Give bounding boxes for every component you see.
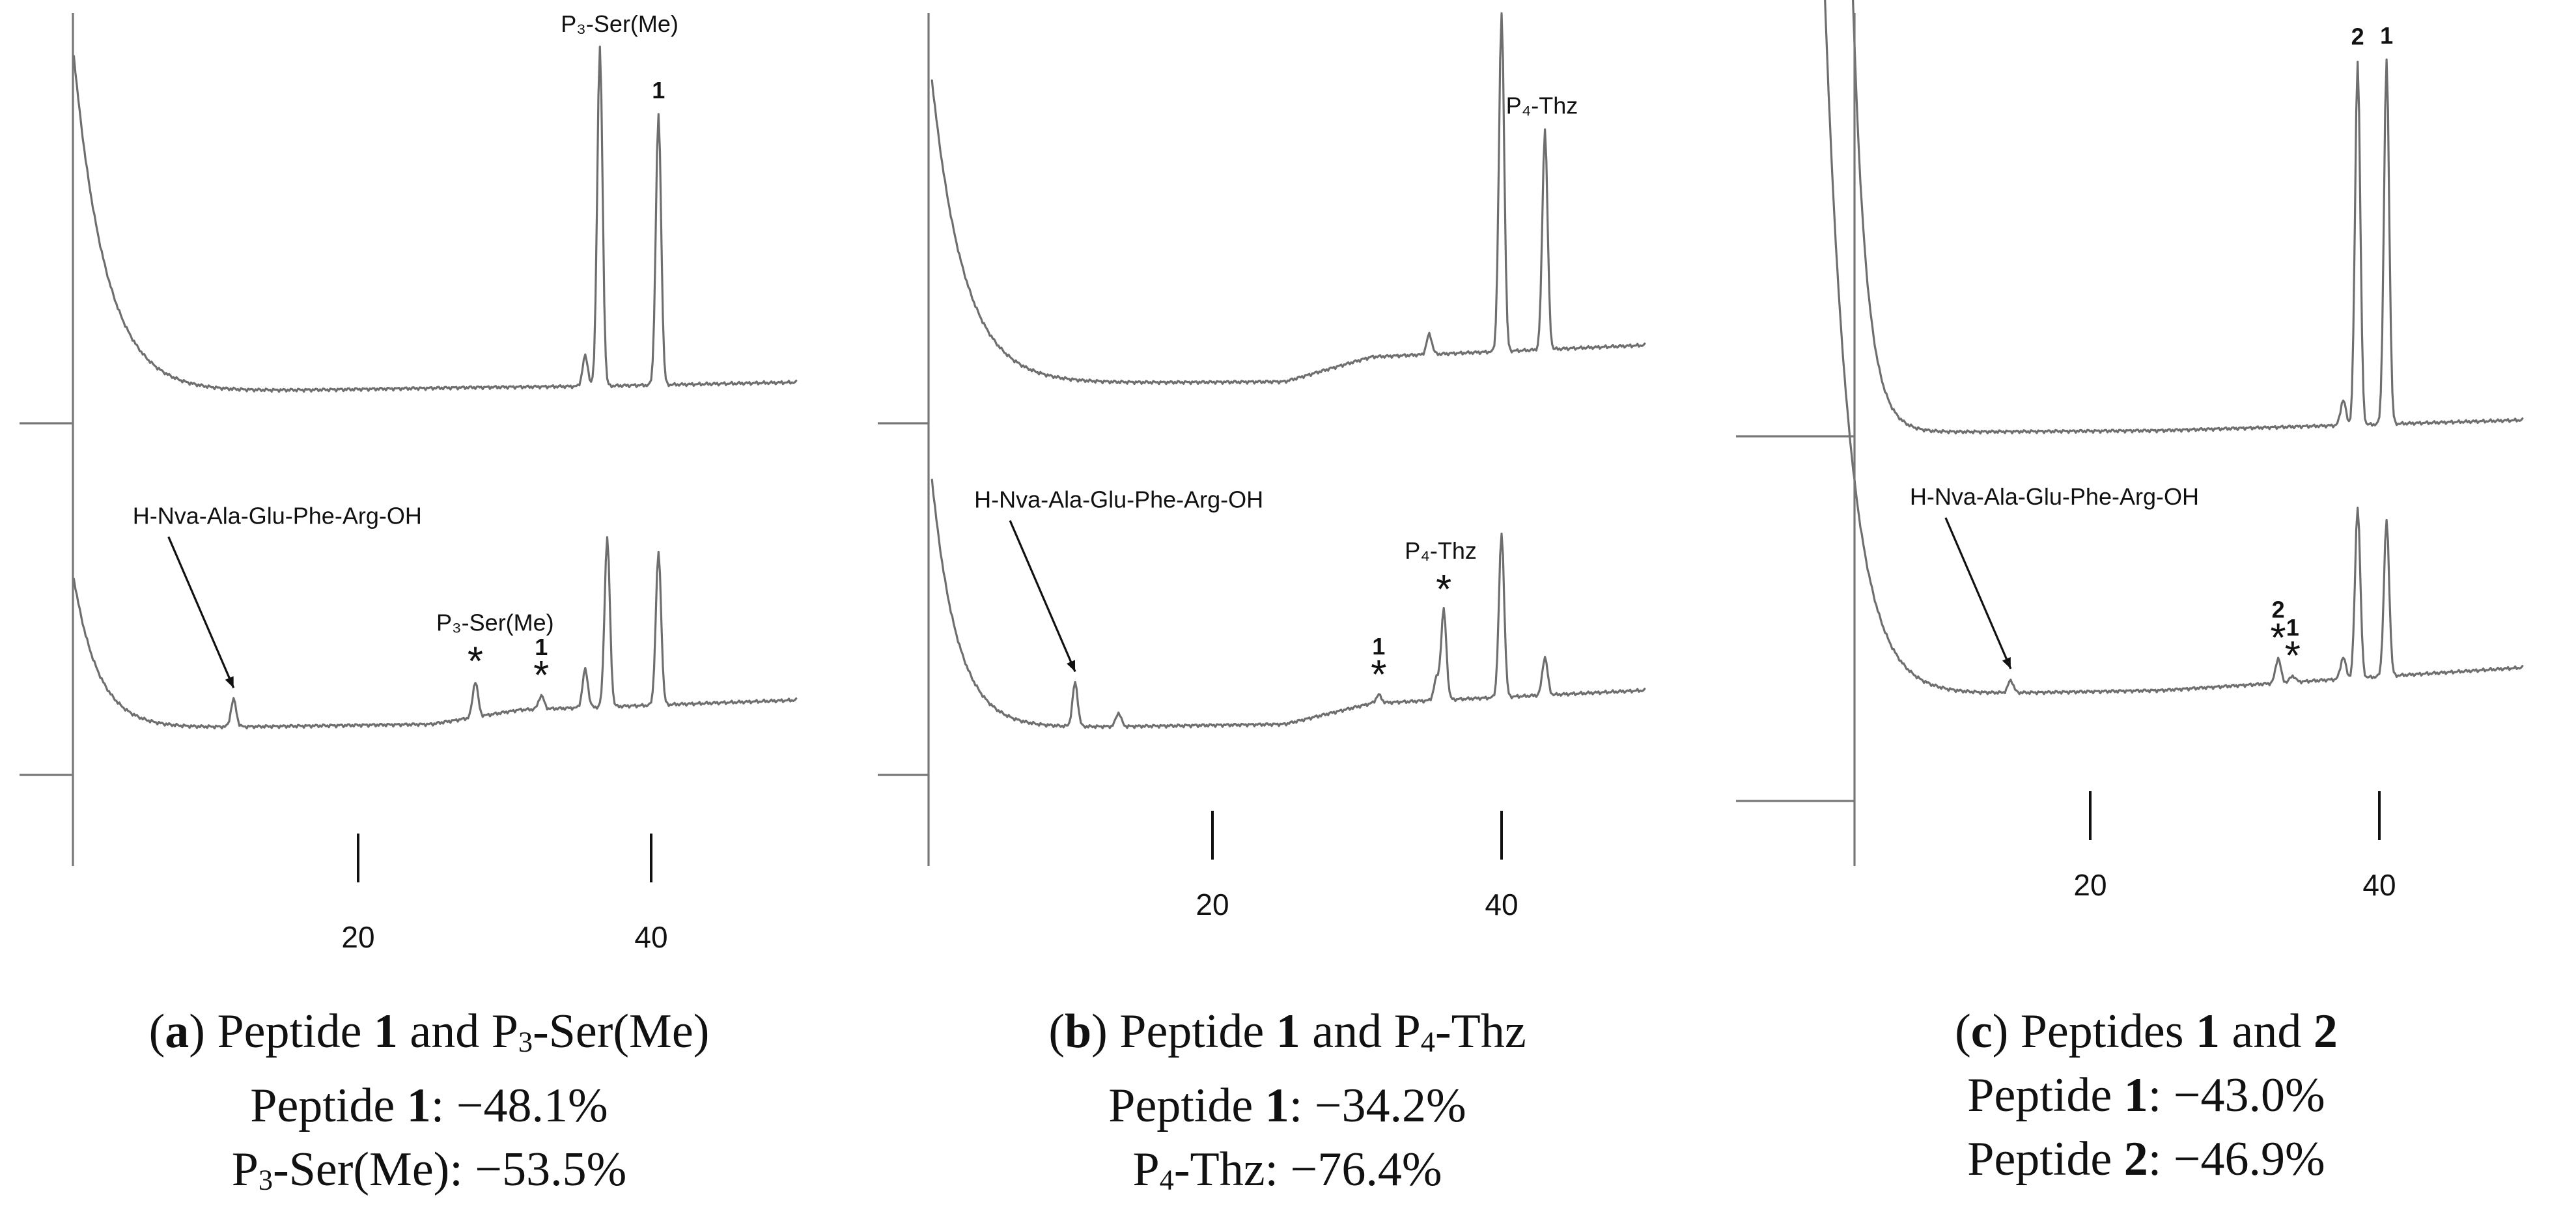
x-tick-label: 20 <box>2073 868 2107 902</box>
peak-label: P₄-Thz <box>1405 537 1477 564</box>
caption-a: (a) Peptide 1 and P3-Ser(Me) Peptide 1: … <box>0 1000 858 1211</box>
caption-b: (b) Peptide 1 and P4-Thz Peptide 1: −34.… <box>858 1000 1716 1211</box>
axis-group: 20 40 <box>1736 13 2396 902</box>
panel-b: 1P₄-ThzH-Nva-Ala-Glu-Phe-Arg-OH*1*P₄-Thz… <box>858 0 1716 1221</box>
peak-label: H-Nva-Ala-Glu-Phe-Arg-OH <box>974 486 1263 512</box>
trace-bottom <box>72 536 798 730</box>
peak-star: * <box>1436 567 1451 612</box>
axis-group: 20 40 <box>20 13 668 954</box>
caption-line-3: Peptide 2: −46.9% <box>1967 1132 2325 1186</box>
peak-arrow <box>167 536 235 688</box>
peak-arrowhead <box>1067 660 1076 672</box>
caption-c: (c) Peptides 1 and 2 Peptide 1: −43.0% P… <box>1716 1000 2576 1191</box>
peak-number-label: 1 <box>2286 614 2299 641</box>
caption-line-2: Peptide 1: −34.2% <box>1108 1078 1466 1132</box>
peak-star: * <box>533 653 549 698</box>
peak-label: H-Nva-Ala-Glu-Phe-Arg-OH <box>133 502 422 529</box>
chromatogram-c: 2 1H-Nva-Ala-Glu-Phe-Arg-OH*2*1 20 40 <box>1736 0 2524 902</box>
trace-top <box>72 45 798 393</box>
trace-group <box>931 12 1646 729</box>
x-tick-label: 20 <box>1196 888 1229 921</box>
x-tick-label: 40 <box>2362 868 2396 902</box>
axis-group: 20 40 <box>878 13 1519 921</box>
peak-number-label: 2 <box>2272 596 2285 623</box>
trace-group <box>72 45 798 730</box>
chromatogram-a: P₃-Ser(Me)1H-Nva-Ala-Glu-Phe-Arg-OH*P₃-S… <box>20 10 798 954</box>
trace-top <box>931 12 1646 386</box>
peak-number-label: 1 <box>2380 22 2393 49</box>
peak-star: * <box>1371 653 1386 697</box>
peak-arrowhead <box>2002 657 2011 669</box>
peak-arrow <box>1944 517 2012 669</box>
caption-line-1: (b) Peptide 1 and P4-Thz <box>1048 1005 1526 1058</box>
panel-c: 2 1 H-Nva-Ala-Glu-Phe-Arg-OH * 2 * 1 20 40 (c) … <box>1716 0 2576 1221</box>
caption-line-3: P4-Thz: −76.4% <box>1132 1142 1442 1196</box>
peak-label: P₃-Ser(Me) <box>436 609 554 636</box>
trace-top <box>1852 0 2524 435</box>
trace-bottom <box>931 479 1646 729</box>
trace-group <box>1824 0 2524 695</box>
trace-bottom <box>1824 0 2524 695</box>
peak-label: P₃-Ser(Me) <box>561 10 679 37</box>
peak-arrow <box>1009 520 1076 673</box>
peak-star: * <box>2285 634 2301 679</box>
x-tick-label: 40 <box>1485 888 1518 921</box>
peak-number-label: 1 <box>535 634 548 660</box>
peak-label: P₄-Thz <box>1506 92 1578 119</box>
chromatogram-b: 1P₄-ThzH-Nva-Ala-Glu-Phe-Arg-OH*1*P₄-Thz… <box>878 0 1646 921</box>
peak-star: * <box>468 639 483 684</box>
peak-label: H-Nva-Ala-Glu-Phe-Arg-OH <box>1910 483 2199 510</box>
peak-number-label: 2 <box>2351 23 2364 49</box>
peak-number-label: 1 <box>1495 0 1508 2</box>
caption-line-2: Peptide 1: −48.1% <box>250 1078 608 1132</box>
caption-line-1: (c) Peptides 1 and 2 <box>1955 1005 2338 1058</box>
annotation-group: 2 1H-Nva-Ala-Glu-Phe-Arg-OH*2*1 <box>1910 22 2393 679</box>
caption-line-3: P3-Ser(Me): −53.5% <box>231 1142 627 1196</box>
peak-star: * <box>2271 615 2286 660</box>
peak-number-label: 1 <box>652 77 665 104</box>
x-tick-label: 20 <box>341 920 374 954</box>
x-tick-label: 40 <box>634 920 667 954</box>
annotation-group: P₃-Ser(Me)1H-Nva-Ala-Glu-Phe-Arg-OH*P₃-S… <box>133 10 679 698</box>
peak-number-label: 1 <box>1372 633 1385 660</box>
caption-line-1: (a) Peptide 1 and P3-Ser(Me) <box>148 1005 710 1058</box>
peak-arrowhead <box>225 676 234 688</box>
caption-line-2: Peptide 1: −43.0% <box>1967 1069 2325 1122</box>
panel-a: P₃-Ser(Me) 1 H-Nva-Ala-Glu-Phe-Arg-OH * P₃-S… <box>0 0 858 1221</box>
